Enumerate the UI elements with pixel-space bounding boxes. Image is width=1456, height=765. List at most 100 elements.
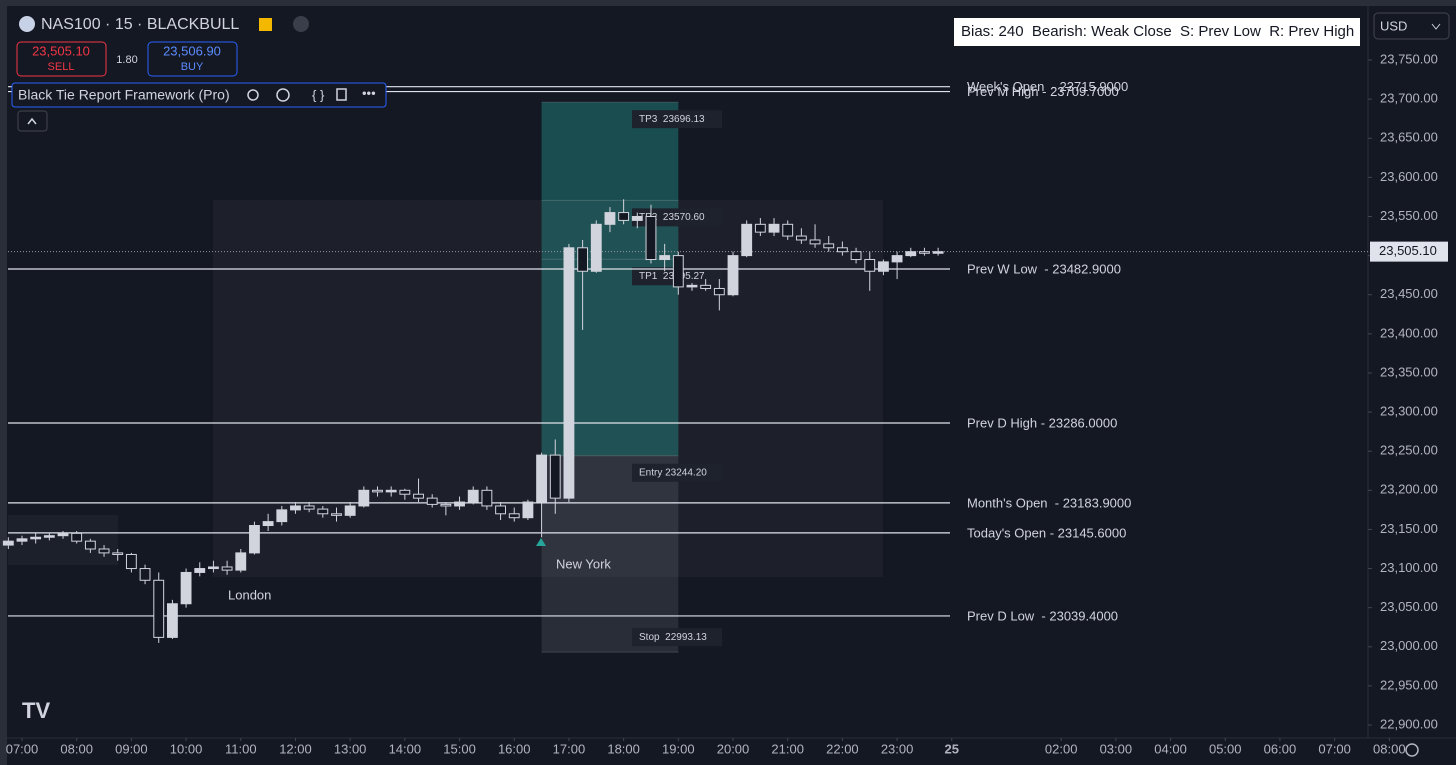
candle-body — [30, 536, 42, 540]
candle-body — [536, 454, 548, 503]
candle-body — [495, 505, 506, 515]
top-border — [0, 0, 1456, 6]
x-tick-label: 08:00 — [1373, 741, 1406, 756]
more-icon[interactable]: ••• — [362, 85, 376, 100]
x-tick-label: 06:00 — [1264, 741, 1297, 756]
candle-body — [71, 532, 83, 542]
x-tick-label: 16:00 — [498, 741, 531, 756]
position-label-box — [632, 463, 722, 482]
bias-text: Bias: 240 Bearish: Weak Close S: Prev Lo… — [961, 23, 1354, 40]
delete-icon[interactable] — [336, 88, 347, 101]
candle-body — [426, 497, 438, 505]
settings-icon[interactable] — [276, 88, 290, 102]
candle-body — [331, 513, 342, 516]
signal-arrow — [536, 538, 546, 546]
candle-body — [194, 568, 206, 573]
buy-price: 23,506.90 — [163, 43, 221, 58]
level-label: Week's Open - 23715.9000 — [967, 79, 1128, 94]
candle-body — [577, 247, 589, 272]
candle-body — [153, 579, 165, 638]
broker-icon — [259, 18, 272, 31]
position-label: Entry 23244.20 — [639, 467, 707, 478]
tv-logo: TV — [22, 698, 50, 723]
candle-body — [809, 239, 821, 245]
candle-body — [864, 259, 876, 272]
x-tick-label: 14:00 — [389, 741, 422, 756]
x-tick-label: 07:00 — [1318, 741, 1351, 756]
y-tick-label: 23,300.00 — [1380, 404, 1438, 419]
candle-body — [57, 532, 69, 537]
sell-price: 23,505.10 — [32, 43, 90, 58]
y-tick-label: 23,150.00 — [1380, 521, 1438, 536]
source-icon[interactable]: { } — [312, 87, 325, 102]
indicator-legend[interactable] — [11, 82, 387, 108]
x-tick-label: 12:00 — [279, 741, 312, 756]
candle-body — [754, 223, 766, 233]
current-price-box — [1370, 241, 1448, 262]
session-label: New York — [556, 556, 611, 571]
level-label: Prev D Low - 23039.4000 — [967, 608, 1118, 623]
candle-body — [139, 568, 151, 581]
stop-zone — [541, 455, 679, 653]
chevron-icon — [27, 117, 37, 125]
candle-body — [262, 521, 274, 527]
sell-button[interactable] — [16, 41, 107, 77]
bias-box — [954, 18, 1360, 46]
candle-body — [180, 571, 192, 605]
currency-select[interactable] — [1373, 12, 1450, 40]
x-tick-label: 08:00 — [60, 741, 93, 756]
level-label: Prev M High - 23709.7000 — [967, 84, 1119, 99]
x-tick-label: 10:00 — [170, 741, 203, 756]
candle-body — [399, 489, 411, 495]
collapse-toggle[interactable] — [17, 110, 48, 132]
eye-icon[interactable] — [247, 89, 259, 101]
candle-body — [43, 535, 55, 538]
candle-body — [659, 255, 671, 261]
x-tick-label: 20:00 — [717, 741, 750, 756]
settings-icon[interactable] — [1405, 743, 1419, 757]
candle-body — [522, 501, 534, 519]
candle-body — [645, 215, 657, 261]
candle-body — [84, 540, 96, 550]
candle-body — [877, 261, 889, 272]
candle-body — [372, 489, 383, 493]
y-tick-label: 22,950.00 — [1380, 677, 1438, 692]
position-label: TP2 23570.60 — [639, 212, 705, 223]
candle-body — [891, 255, 903, 263]
position-label: Stop 22993.13 — [639, 632, 707, 643]
y-tick-label: 23,650.00 — [1380, 130, 1438, 145]
buy-label: BUY — [181, 61, 204, 73]
y-tick-label: 23,550.00 — [1380, 208, 1438, 223]
candle-body — [249, 525, 260, 554]
candle-body — [768, 223, 780, 233]
y-tick-label: 23,450.00 — [1380, 286, 1438, 301]
candle-body — [919, 251, 930, 254]
x-tick-label: 09:00 — [115, 741, 148, 756]
position-label-box — [632, 110, 722, 129]
symbol-title: NAS100 · 15 · BLACKBULL — [41, 16, 239, 33]
x-tick-label: 23:00 — [881, 741, 914, 756]
candle-body — [508, 513, 520, 519]
candle-body — [932, 251, 944, 254]
candle-body — [713, 287, 725, 296]
x-tick-label: 13:00 — [334, 741, 367, 756]
candle-body — [631, 215, 643, 221]
y-tick-label: 23,600.00 — [1380, 169, 1438, 184]
session-label: London — [228, 587, 271, 602]
y-tick-label: 23,100.00 — [1380, 560, 1438, 575]
buy-button[interactable] — [147, 41, 238, 77]
x-tick-label: 19:00 — [662, 741, 695, 756]
level-label: Prev D High - 23286.0000 — [967, 415, 1117, 430]
candle-body — [385, 489, 397, 493]
candle-body — [290, 505, 301, 511]
collapse-button[interactable] — [293, 16, 309, 32]
y-tick-label: 23,000.00 — [1380, 638, 1438, 653]
candle-body — [125, 553, 137, 570]
flag-icon — [19, 16, 35, 32]
position-label: TP3 23696.13 — [639, 114, 705, 125]
y-tick-label: 23,200.00 — [1380, 482, 1438, 497]
plot-layer: 22,900.00 22,950.00 23,000.00 23,050.00 23,1… — [2, 51, 1448, 756]
x-tick-label: 25 — [945, 741, 959, 756]
candle-body — [467, 489, 479, 503]
sell-label: SELL — [48, 61, 75, 73]
